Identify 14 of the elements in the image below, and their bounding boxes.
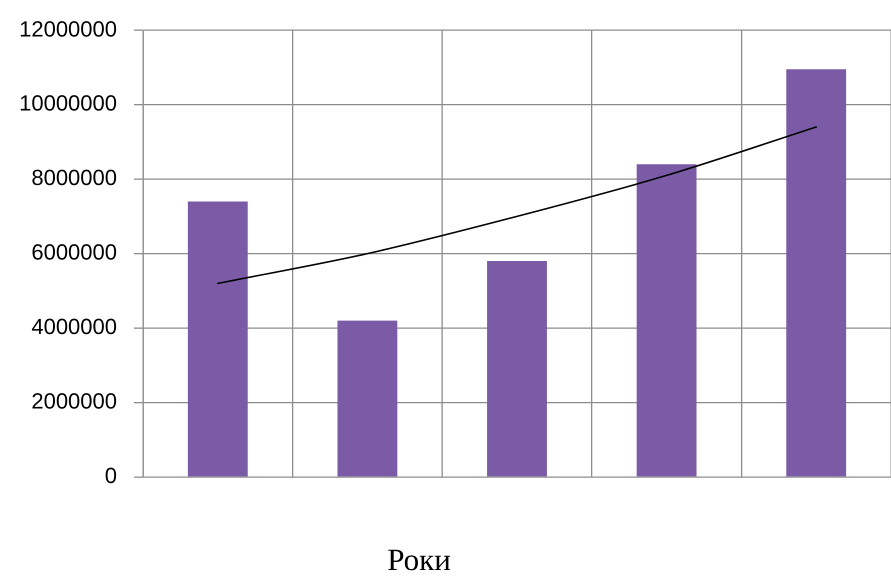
bar	[786, 69, 846, 476]
y-tick-label: 10000000	[19, 90, 117, 116]
bar	[636, 164, 697, 476]
y-tick-label: 0	[104, 463, 117, 488]
y-tick-label: 2000000	[31, 388, 117, 414]
bar	[188, 201, 248, 476]
y-tick-label: 8000000	[31, 165, 117, 190]
y-tick-label: 12000000	[19, 16, 117, 42]
y-tick-label: 4000000	[31, 314, 117, 340]
line-series	[217, 126, 817, 284]
x-axis-title: Роки	[387, 542, 451, 576]
y-tick-label: 6000000	[31, 240, 117, 265]
bar	[487, 261, 547, 476]
bar	[337, 320, 398, 476]
